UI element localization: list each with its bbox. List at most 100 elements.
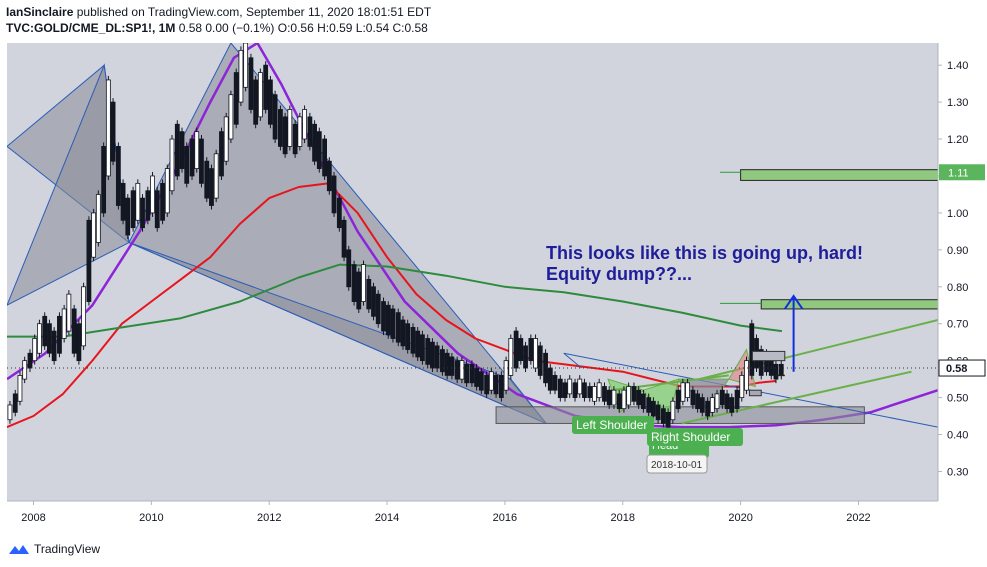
tradingview-footer[interactable]: TradingView xyxy=(8,540,100,558)
candle-body xyxy=(199,138,204,184)
candle xyxy=(7,400,13,424)
target-box-0-75 xyxy=(760,299,938,310)
candle xyxy=(95,190,101,247)
price-tick-label: 0.50 xyxy=(947,393,968,405)
candle xyxy=(606,386,612,409)
candle-body xyxy=(61,308,67,339)
candle-body xyxy=(484,375,490,395)
candle-body xyxy=(164,168,170,214)
candle xyxy=(415,327,421,361)
candle xyxy=(562,378,568,402)
candle xyxy=(27,349,33,373)
candle-body xyxy=(562,382,568,398)
candle xyxy=(297,112,303,151)
candle xyxy=(699,393,705,417)
tradingview-brand: TradingView xyxy=(34,542,101,556)
candle-body xyxy=(105,79,111,177)
candle-body xyxy=(110,101,116,162)
candle-body xyxy=(709,397,715,413)
candle-body xyxy=(7,404,13,421)
candle-body xyxy=(267,79,273,125)
candle-body xyxy=(572,382,578,398)
author-name[interactable]: IanSinclaire xyxy=(6,5,74,19)
annotation-line-2: Equity dump??... xyxy=(546,264,692,284)
last-price-badge xyxy=(938,359,986,377)
candle xyxy=(709,393,715,417)
candle xyxy=(115,142,121,210)
candle-body xyxy=(640,393,646,410)
candle xyxy=(665,408,671,432)
candle xyxy=(557,375,563,402)
candle xyxy=(636,386,642,409)
candle xyxy=(449,352,455,380)
candle-body xyxy=(12,393,18,413)
candle xyxy=(469,360,475,387)
candle-body xyxy=(91,212,97,258)
consolidation-box xyxy=(751,350,786,362)
candle xyxy=(341,216,347,262)
candle xyxy=(371,282,376,321)
candle-body xyxy=(326,160,332,192)
candle xyxy=(484,371,490,398)
candle xyxy=(160,179,165,225)
candle-body xyxy=(533,338,538,369)
candle-body xyxy=(179,131,185,169)
candle xyxy=(292,120,298,158)
candle xyxy=(233,68,239,129)
candle-body xyxy=(375,293,381,325)
candle-body xyxy=(621,389,627,410)
candle xyxy=(91,208,97,262)
price-tick-label: 1.20 xyxy=(947,134,968,146)
candle-body xyxy=(297,116,303,147)
candle-body xyxy=(587,386,593,398)
candle xyxy=(361,260,366,306)
right-shoulder-label: Right Shoulder xyxy=(651,430,730,444)
candle xyxy=(385,301,391,339)
candle-body xyxy=(744,360,749,391)
candle-body xyxy=(454,360,460,380)
level-badge xyxy=(939,164,985,181)
tradingview-logo-icon xyxy=(9,545,29,554)
candle-body xyxy=(685,382,690,398)
time-tick-label: 2020 xyxy=(728,512,752,524)
plot-area[interactable] xyxy=(7,43,938,501)
candle-body xyxy=(302,109,307,140)
candle-body xyxy=(331,175,337,214)
candle-body xyxy=(434,345,440,369)
candle-body xyxy=(631,386,637,402)
candle xyxy=(287,105,293,151)
candle xyxy=(312,120,317,166)
candle xyxy=(680,378,686,406)
price-tick-label: 1.00 xyxy=(947,208,968,220)
symbol-name[interactable]: TVC:GOLD/CME_DL:SP1!, 1M xyxy=(6,21,176,35)
candle-body xyxy=(194,131,200,169)
candle xyxy=(503,356,509,395)
candle-body xyxy=(17,375,23,402)
candle-body xyxy=(125,197,131,236)
candle xyxy=(22,356,28,384)
candle xyxy=(714,389,720,413)
price-axis[interactable]: 1.401.301.201.101.000.900.800.700.600.50… xyxy=(938,60,986,478)
candle-body xyxy=(405,323,411,350)
price-tick-label: 0.30 xyxy=(947,466,968,478)
candle-body xyxy=(469,363,475,384)
candle-body xyxy=(513,330,519,369)
time-axis[interactable]: 2008 2010 2012 2014 2016 2018 2020 2022 xyxy=(21,501,871,524)
candle-body xyxy=(518,338,524,362)
candle-body xyxy=(474,367,480,387)
left-shoulder-label: Left Shoulder xyxy=(576,418,647,432)
candle xyxy=(57,312,62,358)
candle xyxy=(430,338,435,373)
candle-body xyxy=(390,308,396,339)
candle xyxy=(655,400,661,424)
candle xyxy=(454,356,460,384)
candle xyxy=(381,297,386,336)
candle-body xyxy=(749,323,755,376)
right-shoulder-label-box xyxy=(647,428,743,446)
last-price-text: 0.58 xyxy=(946,363,967,375)
candle xyxy=(263,61,269,114)
candle-body xyxy=(410,327,416,354)
candle-body xyxy=(478,371,484,391)
candle xyxy=(37,319,42,358)
